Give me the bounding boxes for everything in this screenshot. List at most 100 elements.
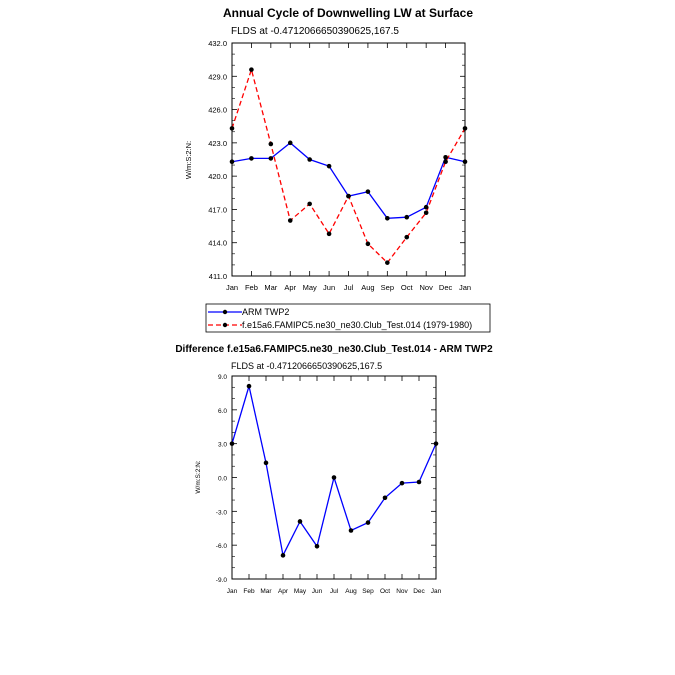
x-tick-label: May bbox=[303, 283, 317, 292]
data-point bbox=[268, 141, 274, 147]
data-point bbox=[246, 383, 252, 389]
data-point bbox=[404, 234, 410, 240]
data-point bbox=[462, 126, 468, 131]
legend-marker-arm bbox=[222, 309, 228, 315]
data-point bbox=[268, 156, 274, 161]
y-tick-label: 0.0 bbox=[218, 476, 227, 483]
data-point bbox=[443, 159, 448, 165]
data-point bbox=[229, 159, 235, 165]
y-tick-label: 420.0 bbox=[208, 172, 227, 181]
y-axis-label: W/m:S:2:N: bbox=[195, 460, 202, 493]
data-point bbox=[423, 210, 429, 216]
x-ticks: Jan Feb Mar Apr May Jun Jul Aug Sep Oct Nov Dec Jan bbox=[226, 43, 471, 292]
x-tick-label: Mar bbox=[260, 588, 272, 595]
series-points bbox=[229, 383, 439, 558]
y-tick-label: -3.0 bbox=[216, 509, 228, 516]
y-axis-label: W/m:S:2:N: bbox=[184, 141, 193, 179]
x-tick-label: Oct bbox=[401, 283, 414, 292]
data-point bbox=[287, 140, 293, 146]
x-tick-label: Jan bbox=[227, 588, 238, 595]
x-tick-label: Jan bbox=[459, 283, 471, 292]
y-tick-label: 414.0 bbox=[208, 239, 227, 248]
data-point bbox=[263, 460, 269, 466]
data-point bbox=[249, 156, 254, 161]
y-tick-label: -6.0 bbox=[216, 543, 228, 550]
x-tick-label: Dec bbox=[439, 283, 453, 292]
data-point bbox=[462, 159, 468, 165]
x-ticks: Jan Feb Mar Apr May Jun Jul Aug Sep Oct Nov Dec Jan bbox=[227, 376, 442, 595]
y-ticks: 411.0 414.0 417.0 420.0 423.0 426.0 429.0 432.0 bbox=[208, 39, 465, 281]
x-tick-label: Jul bbox=[344, 283, 354, 292]
series-line-0 bbox=[231, 383, 437, 558]
x-tick-label: May bbox=[294, 588, 307, 595]
data-point bbox=[346, 193, 351, 199]
x-tick-label: Jun bbox=[312, 588, 323, 595]
legend-marker-model bbox=[222, 322, 228, 328]
x-tick-label: Feb bbox=[243, 588, 255, 595]
data-point bbox=[307, 157, 312, 162]
chart-subtitle: FLDS at -0.4712066650390625,167.5 bbox=[231, 26, 399, 37]
data-point bbox=[331, 475, 337, 480]
data-point bbox=[365, 520, 371, 525]
x-tick-label: Apr bbox=[278, 588, 289, 595]
plot-area bbox=[231, 42, 466, 277]
x-tick-label: Nov bbox=[419, 283, 433, 292]
y-tick-label: 423.0 bbox=[208, 139, 227, 148]
series-lines bbox=[231, 67, 466, 264]
data-point bbox=[297, 519, 303, 524]
x-tick-label: Sep bbox=[381, 283, 394, 292]
data-point bbox=[326, 231, 332, 237]
y-tick-label: 411.0 bbox=[209, 272, 227, 281]
x-tick-label: Nov bbox=[396, 588, 408, 595]
data-point bbox=[365, 189, 371, 194]
data-point bbox=[249, 67, 254, 72]
data-point bbox=[404, 214, 410, 220]
difference-panel: Difference f.e15a6.FAMIPC5.ne30_ne30.Clu… bbox=[175, 344, 493, 595]
chart-title: Annual Cycle of Downwelling LW at Surfac… bbox=[223, 6, 473, 20]
data-point bbox=[433, 441, 439, 446]
chart-subtitle: FLDS at -0.4712066650390625,167.5 bbox=[231, 361, 382, 371]
data-point bbox=[365, 241, 371, 247]
legend: ARM TWP2 f.e15a6.FAMIPC5.ne30_ne30.Club_… bbox=[205, 303, 491, 333]
x-tick-label: Aug bbox=[345, 588, 357, 595]
x-tick-label: Sep bbox=[362, 588, 374, 595]
x-tick-label: Jul bbox=[330, 588, 339, 595]
legend-label-arm: ARM TWP2 bbox=[242, 307, 289, 317]
series-points bbox=[229, 67, 468, 265]
legend-box bbox=[205, 303, 491, 333]
y-tick-label: -9.0 bbox=[216, 577, 228, 584]
x-tick-label: Oct bbox=[380, 588, 390, 595]
y-tick-label: 429.0 bbox=[208, 72, 227, 81]
data-point bbox=[385, 260, 390, 265]
series-line-1 bbox=[231, 67, 466, 264]
data-point bbox=[348, 528, 354, 533]
annual-cycle-panel: Annual Cycle of Downwelling LW at Surfac… bbox=[184, 6, 491, 333]
data-point bbox=[423, 204, 429, 210]
y-tick-label: 426.0 bbox=[208, 106, 227, 115]
chart-title: Difference f.e15a6.FAMIPC5.ne30_ne30.Clu… bbox=[175, 344, 493, 355]
x-tick-label: Feb bbox=[245, 283, 258, 292]
series-lines bbox=[231, 383, 437, 558]
x-tick-label: Jan bbox=[226, 283, 238, 292]
series-line-0 bbox=[231, 142, 466, 219]
data-point bbox=[314, 543, 320, 549]
data-point bbox=[307, 201, 312, 207]
data-point bbox=[399, 480, 405, 486]
data-point bbox=[287, 218, 293, 223]
data-point bbox=[229, 126, 235, 131]
y-tick-label: 3.0 bbox=[218, 442, 227, 449]
data-point bbox=[229, 441, 235, 446]
x-tick-label: Dec bbox=[413, 588, 425, 595]
y-ticks: -9.0 -6.0 -3.0 0.0 3.0 6.0 9.0 bbox=[216, 374, 436, 584]
data-point bbox=[416, 479, 422, 485]
data-point bbox=[326, 163, 332, 169]
x-tick-label: Jun bbox=[323, 283, 335, 292]
data-point bbox=[385, 216, 390, 221]
y-tick-label: 6.0 bbox=[218, 408, 227, 415]
x-tick-label: Aug bbox=[361, 283, 374, 292]
data-point bbox=[443, 154, 448, 160]
data-point bbox=[382, 495, 388, 501]
y-tick-label: 432.0 bbox=[208, 39, 227, 48]
data-point bbox=[280, 553, 286, 558]
